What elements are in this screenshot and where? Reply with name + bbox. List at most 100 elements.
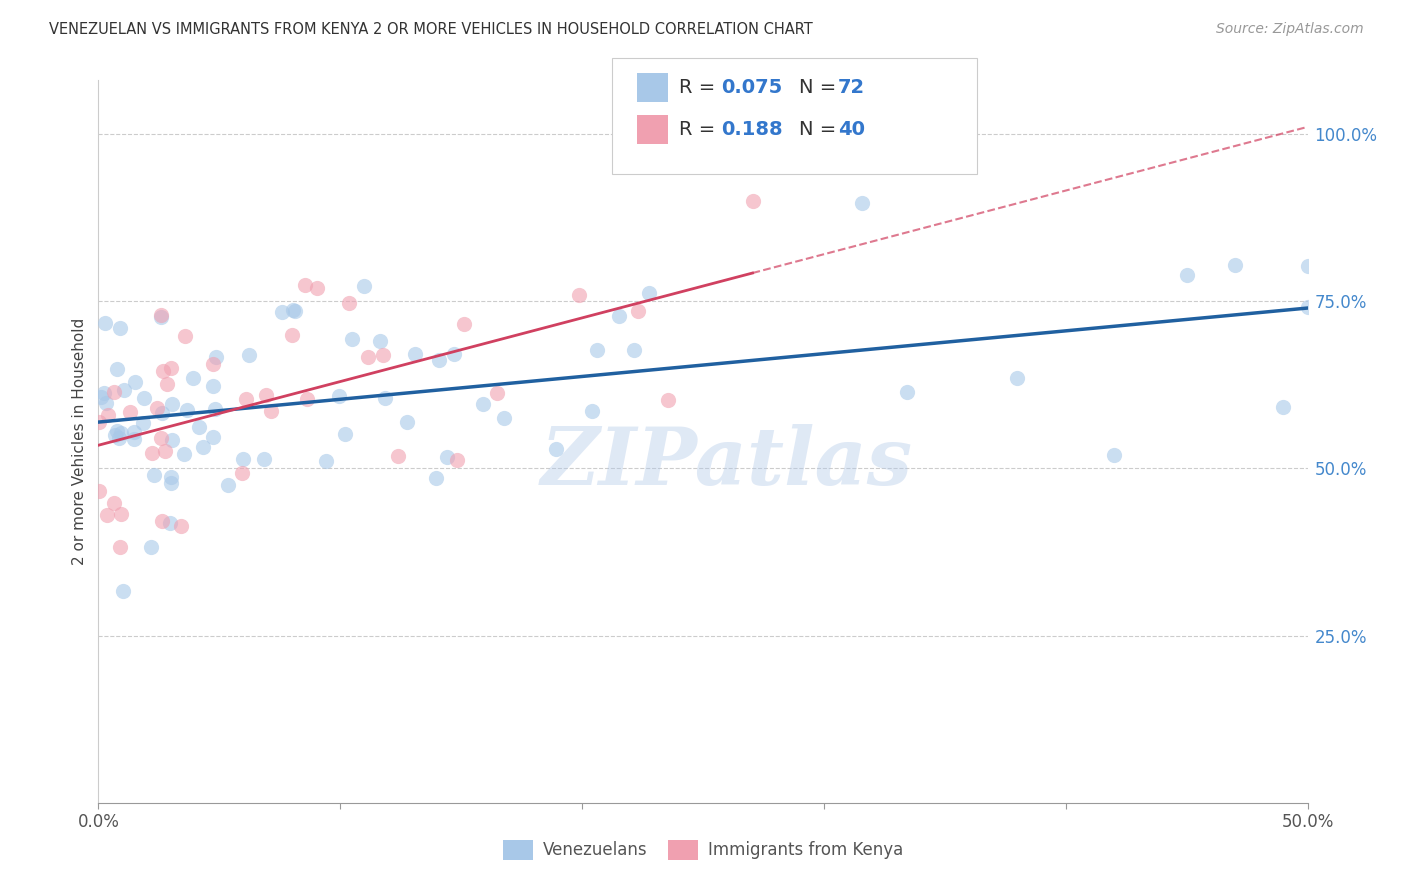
- Point: [159, 475, 181, 490]
- Point: [155, 444, 177, 458]
- Point: [328, 389, 350, 403]
- Point: [160, 470, 183, 484]
- Point: [294, 277, 316, 292]
- Point: [281, 303, 304, 318]
- Point: [395, 415, 418, 429]
- Point: [132, 417, 155, 431]
- Text: ZIPatlas: ZIPatlas: [541, 425, 914, 502]
- Point: [103, 384, 125, 399]
- Point: [486, 385, 509, 400]
- Point: [443, 346, 465, 360]
- Y-axis label: 2 or more Vehicles in Household: 2 or more Vehicles in Household: [72, 318, 87, 566]
- Text: N =: N =: [799, 78, 842, 97]
- Point: [202, 429, 225, 443]
- Point: [638, 286, 661, 301]
- Point: [96, 395, 118, 409]
- Point: [427, 353, 450, 368]
- Point: [105, 361, 128, 376]
- Point: [357, 350, 380, 364]
- Text: 0.075: 0.075: [721, 78, 783, 97]
- Text: 40: 40: [838, 120, 865, 139]
- Point: [105, 424, 128, 438]
- Point: [159, 516, 181, 530]
- Point: [204, 401, 226, 416]
- Point: [94, 316, 117, 330]
- Point: [333, 427, 356, 442]
- Point: [183, 370, 205, 384]
- Point: [110, 426, 132, 441]
- Point: [373, 348, 395, 362]
- Point: [111, 584, 134, 599]
- Point: [169, 519, 191, 533]
- Point: [176, 402, 198, 417]
- Point: [108, 431, 131, 445]
- Point: [173, 447, 195, 461]
- Text: N =: N =: [799, 120, 842, 139]
- Point: [453, 317, 475, 331]
- Point: [150, 308, 173, 322]
- Point: [1296, 300, 1319, 314]
- Point: [284, 303, 307, 318]
- Text: R =: R =: [679, 78, 721, 97]
- Point: [191, 441, 214, 455]
- Point: [108, 541, 131, 555]
- Point: [149, 310, 172, 325]
- Point: [260, 404, 283, 418]
- Point: [235, 392, 257, 406]
- Point: [374, 392, 396, 406]
- Point: [96, 508, 118, 522]
- Point: [150, 405, 173, 419]
- Point: [238, 348, 260, 362]
- Point: [1223, 258, 1246, 272]
- Point: [337, 296, 360, 310]
- Point: [104, 427, 127, 442]
- Point: [307, 281, 329, 295]
- Point: [851, 195, 873, 210]
- Point: [103, 496, 125, 510]
- Point: [93, 386, 115, 401]
- Legend: Venezuelans, Immigrants from Kenya: Venezuelans, Immigrants from Kenya: [496, 833, 910, 867]
- Point: [1007, 370, 1029, 384]
- Point: [404, 347, 426, 361]
- Point: [568, 288, 591, 302]
- Point: [110, 507, 132, 521]
- Text: R =: R =: [679, 120, 728, 139]
- Point: [353, 279, 375, 293]
- Text: VENEZUELAN VS IMMIGRANTS FROM KENYA 2 OR MORE VEHICLES IN HOUSEHOLD CORRELATION : VENEZUELAN VS IMMIGRANTS FROM KENYA 2 OR…: [49, 22, 813, 37]
- Point: [150, 515, 173, 529]
- Point: [387, 449, 409, 463]
- Point: [1175, 268, 1198, 282]
- Point: [368, 334, 391, 348]
- Point: [295, 392, 318, 406]
- Point: [204, 350, 226, 364]
- Point: [97, 409, 120, 423]
- Point: [607, 309, 630, 323]
- Point: [89, 415, 111, 429]
- Point: [657, 393, 679, 408]
- Point: [581, 404, 603, 418]
- Point: [118, 405, 141, 419]
- Point: [160, 397, 183, 411]
- Point: [90, 391, 112, 405]
- Point: [217, 477, 239, 491]
- Point: [124, 376, 146, 390]
- Point: [87, 484, 110, 499]
- Point: [202, 357, 225, 371]
- Point: [586, 343, 609, 357]
- Point: [544, 442, 567, 456]
- Point: [446, 453, 468, 467]
- Point: [122, 432, 145, 446]
- Point: [232, 451, 254, 466]
- Point: [472, 397, 495, 411]
- Point: [436, 450, 458, 464]
- Point: [253, 452, 276, 467]
- Point: [159, 360, 181, 375]
- Point: [202, 378, 225, 392]
- Point: [146, 401, 169, 415]
- Point: [188, 419, 211, 434]
- Point: [156, 377, 179, 392]
- Point: [139, 540, 162, 554]
- Point: [141, 446, 163, 460]
- Point: [623, 343, 645, 357]
- Point: [112, 383, 135, 397]
